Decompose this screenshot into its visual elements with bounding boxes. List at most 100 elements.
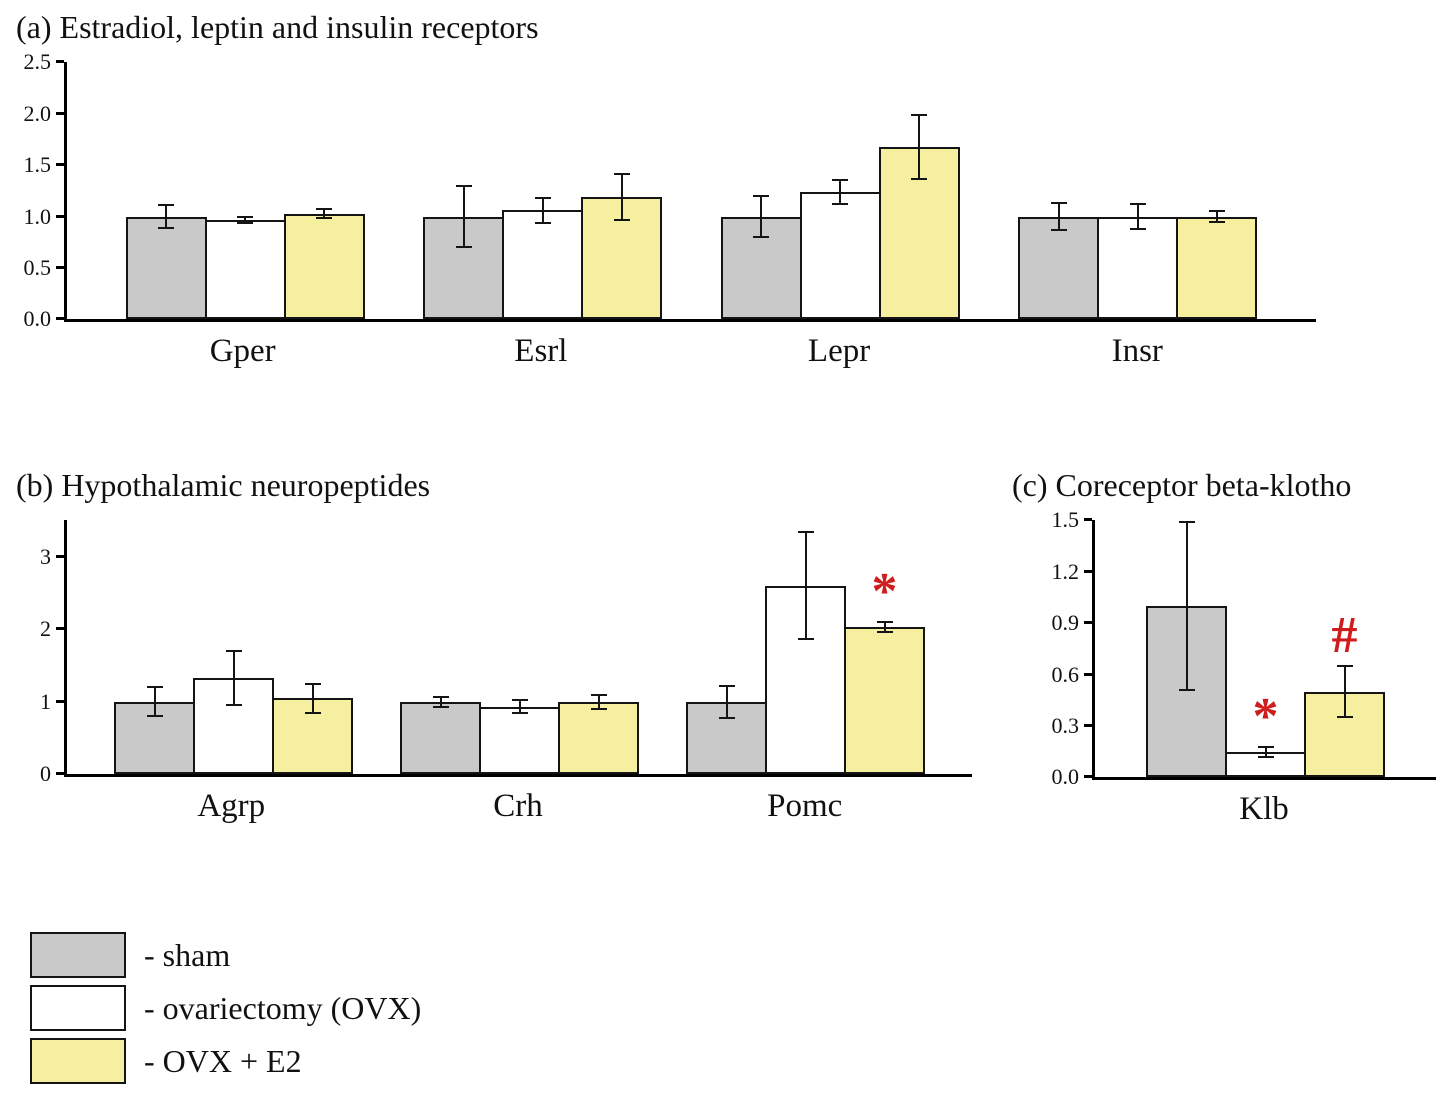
bar-group-insr bbox=[1018, 62, 1258, 320]
y-tick-label: 1.5 bbox=[23, 152, 52, 178]
panel-a: (a) Estradiol, leptin and insulin recept… bbox=[16, 8, 1316, 372]
error-bar bbox=[1129, 227, 1146, 230]
error-bar bbox=[311, 683, 314, 713]
bar-lepr-sham bbox=[720, 62, 802, 320]
bar-rect bbox=[283, 213, 365, 320]
bar-group-klb: * # bbox=[1146, 520, 1385, 778]
error-bar bbox=[1257, 745, 1274, 748]
bar-klb-ovx: * bbox=[1225, 520, 1306, 778]
bar-crh-sham bbox=[400, 520, 481, 775]
error-bar bbox=[1215, 211, 1218, 222]
category-label-agrp: Agrp bbox=[197, 788, 266, 825]
category-label-insr: Insr bbox=[1111, 333, 1163, 370]
error-bar bbox=[911, 113, 928, 116]
error-bar bbox=[153, 687, 156, 717]
bar-agrp-sham bbox=[114, 520, 195, 775]
error-bar bbox=[1257, 755, 1274, 758]
bar-crh-ovx-e2 bbox=[558, 520, 639, 775]
error-bar bbox=[237, 221, 254, 224]
category-label-esrl: Esrl bbox=[514, 333, 568, 370]
category-label-gper: Gper bbox=[209, 333, 276, 370]
error-bar bbox=[804, 532, 807, 640]
error-bar bbox=[1208, 220, 1225, 223]
bar-rect bbox=[125, 216, 207, 320]
bar-pomc-ovx-e2: * bbox=[844, 520, 925, 775]
x-axis-b: Agrp Crh Pomc bbox=[64, 787, 972, 827]
bar-gper-ovx-e2 bbox=[283, 62, 365, 320]
error-bar bbox=[165, 205, 168, 228]
y-tick-label: 1.0 bbox=[23, 203, 52, 229]
y-axis-c: 0.0 0.3 0.6 0.9 1.2 1.5 bbox=[1012, 507, 1092, 830]
error-bar bbox=[1057, 203, 1060, 230]
bar-insr-ovx-e2 bbox=[1176, 62, 1258, 320]
bar-rect bbox=[1018, 216, 1100, 320]
error-bar bbox=[1336, 716, 1353, 719]
legend-swatch-ovariectomy bbox=[30, 985, 126, 1031]
y-tick-label: 1 bbox=[40, 688, 51, 714]
error-bar bbox=[518, 700, 521, 714]
plot-groups: * # bbox=[1095, 520, 1436, 778]
legend-label-ovariectomy: - ovariectomy (OVX) bbox=[144, 989, 422, 1026]
plot-groups: * bbox=[67, 520, 972, 775]
y-tick-mark bbox=[56, 111, 64, 115]
x-axis-c: Klb bbox=[1092, 790, 1436, 830]
y-tick-label: 2.0 bbox=[23, 100, 52, 126]
error-bar bbox=[455, 246, 472, 249]
bar-rect bbox=[799, 191, 881, 320]
bar-rect bbox=[1097, 216, 1179, 320]
error-bar bbox=[1050, 228, 1067, 231]
error-bar bbox=[760, 196, 763, 238]
y-tick-label: 0.0 bbox=[1051, 764, 1080, 790]
y-tick-label: 2 bbox=[40, 616, 51, 642]
bar-group-gper bbox=[125, 62, 365, 320]
category-label-crh: Crh bbox=[493, 788, 543, 825]
panel-a-chart: 0.0 0.5 1.0 1.5 2.0 2.5 Gper Esrl Lepr Insr bbox=[16, 49, 1316, 372]
error-bar bbox=[718, 684, 735, 687]
legend-label-ovx-e2: - OVX + E2 bbox=[144, 1042, 302, 1079]
error-bar bbox=[158, 204, 175, 207]
plot-area-b: * bbox=[56, 520, 972, 778]
error-bar bbox=[832, 178, 849, 181]
error-bar bbox=[1129, 203, 1146, 206]
error-bar bbox=[455, 184, 472, 187]
y-tick-mark bbox=[1084, 621, 1092, 625]
y-tick-mark bbox=[1084, 723, 1092, 727]
plot-groups bbox=[67, 62, 1316, 320]
legend-item-ovariectomy: - ovariectomy (OVX) bbox=[30, 985, 421, 1031]
error-bar bbox=[316, 216, 333, 219]
category-label-lepr: Lepr bbox=[807, 333, 871, 370]
error-bar bbox=[797, 531, 814, 534]
error-bar bbox=[316, 208, 333, 211]
error-bar bbox=[876, 631, 893, 634]
y-tick-label: 3 bbox=[40, 543, 51, 569]
bar-klb-sham bbox=[1146, 520, 1227, 778]
y-tick-label: 2.5 bbox=[23, 49, 52, 75]
y-tick-mark bbox=[56, 554, 64, 558]
panel-c: (c) Coreceptor beta-klotho 0.0 0.3 0.6 0.9 1… bbox=[1012, 466, 1436, 830]
error-bar bbox=[613, 218, 630, 221]
legend-label-sham: - sham bbox=[144, 936, 231, 973]
error-bar bbox=[541, 198, 544, 223]
panel-a-title: (a) Estradiol, leptin and insulin recept… bbox=[16, 9, 539, 45]
error-bar bbox=[753, 195, 770, 198]
error-bar bbox=[432, 705, 449, 708]
y-tick-label: 0.6 bbox=[1051, 661, 1080, 687]
error-bar bbox=[797, 638, 814, 641]
error-bar bbox=[232, 651, 235, 705]
bar-esrl-sham bbox=[423, 62, 505, 320]
y-tick-label: 0.0 bbox=[23, 306, 52, 332]
y-tick-label: 0.3 bbox=[1051, 712, 1080, 738]
bar-esrl-ovx-e2 bbox=[581, 62, 663, 320]
error-bar bbox=[832, 203, 849, 206]
bar-group-agrp bbox=[114, 520, 353, 775]
legend-item-ovx-e2: - OVX + E2 bbox=[30, 1038, 421, 1084]
panel-c-chart: 0.0 0.3 0.6 0.9 1.2 1.5 * # Klb bbox=[1012, 507, 1436, 830]
legend-item-sham: - sham bbox=[30, 932, 421, 978]
y-tick-mark bbox=[56, 214, 64, 218]
error-bar bbox=[613, 173, 630, 176]
legend-swatch-sham bbox=[30, 932, 126, 978]
error-bar bbox=[146, 715, 163, 718]
bar-group-esrl bbox=[423, 62, 663, 320]
error-bar bbox=[883, 622, 886, 633]
significance-asterisk: * bbox=[871, 563, 898, 620]
